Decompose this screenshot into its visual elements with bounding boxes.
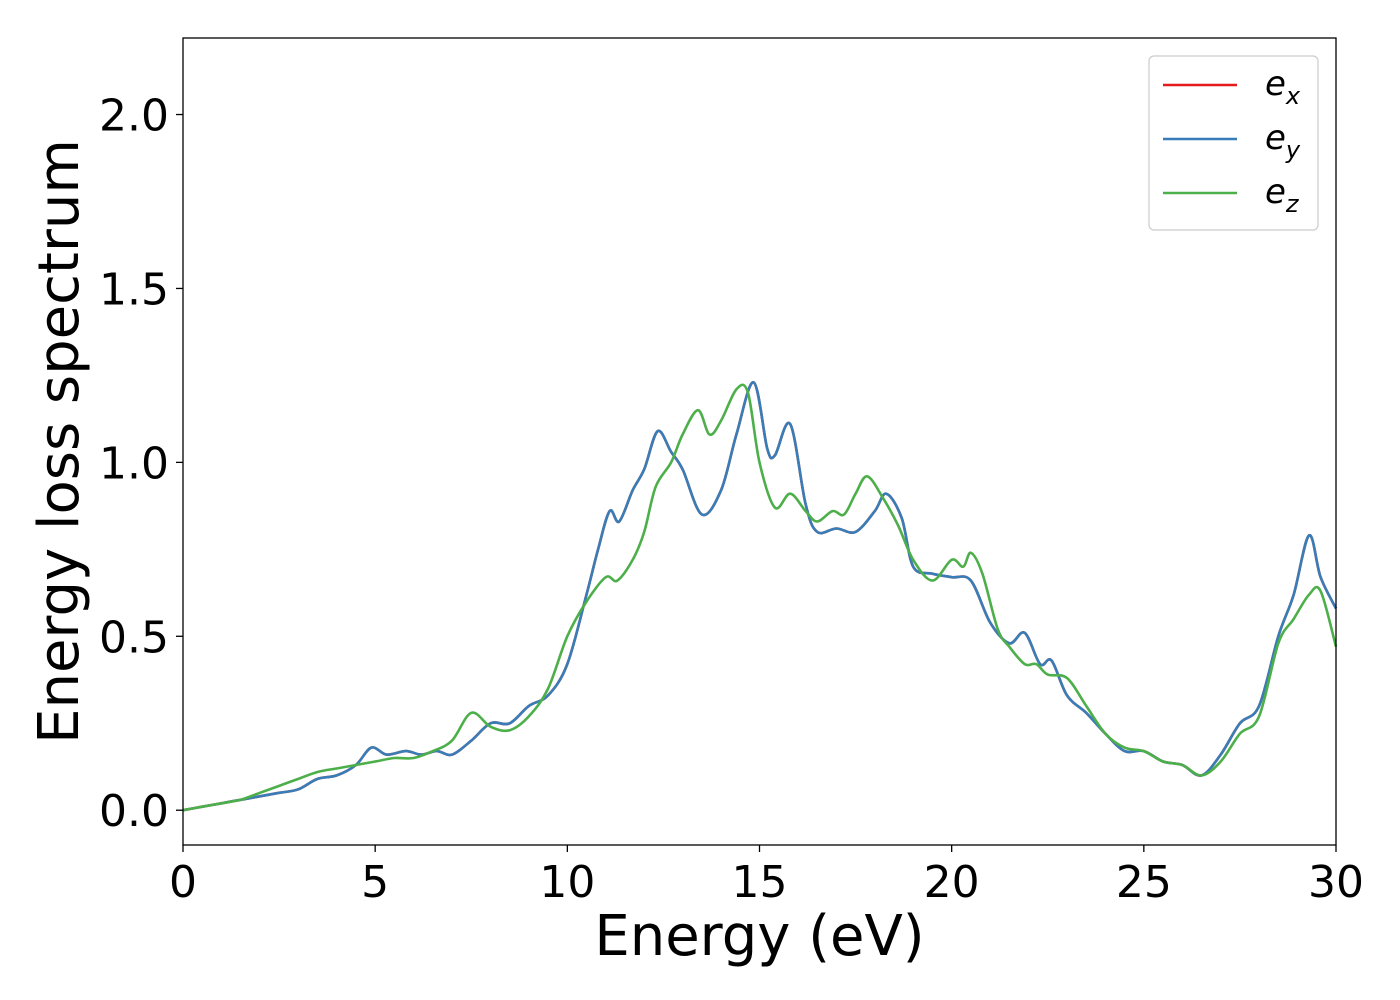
x-tick-label: 0 [169,857,197,908]
x-tick-label: 25 [1116,857,1172,908]
legend-label-z: ez [1265,172,1300,218]
y-tick-label: 0.0 [99,786,169,837]
y-tick-label: 1.5 [99,264,169,315]
legend: ex ey ez [1148,55,1319,231]
series-line-z [182,383,1338,812]
y-axis-title: Energy loss spectrum [27,139,92,744]
legend-label-y: ey [1265,118,1301,164]
x-tick-label: 15 [732,857,788,908]
legend-label-x: ex [1265,64,1301,110]
y-axis: 0.0 0.5 1.0 1.5 2.0 [99,91,183,837]
y-tick-label: 1.0 [99,438,169,489]
series-line-y [182,381,1338,812]
x-tick-label: 10 [539,857,595,908]
x-tick-label: 30 [1308,857,1364,908]
x-axis: 0 5 10 15 20 25 30 [169,845,1364,908]
y-tick-label: 2.0 [99,91,169,142]
plot-lines [182,381,1338,812]
x-tick-label: 5 [361,857,389,908]
x-axis-title: Energy (eV) [594,904,924,969]
y-tick-label: 0.5 [99,612,169,663]
legend-box [1148,55,1319,231]
series-line-x [182,381,1338,812]
x-tick-label: 20 [924,857,980,908]
